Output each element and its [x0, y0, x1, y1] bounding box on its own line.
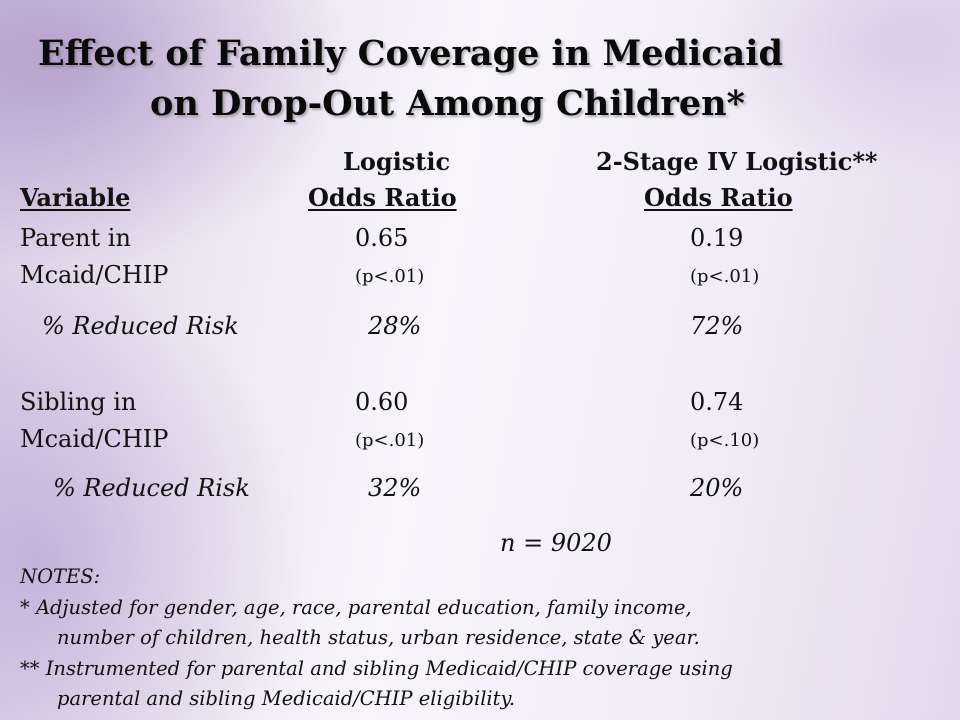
row-parent-logistic-p: (p<.01): [355, 266, 425, 287]
row-sibling-risk-label: % Reduced Risk: [53, 474, 250, 502]
notes-heading: NOTES:: [20, 565, 101, 588]
row-parent-iv-risk: 72%: [690, 312, 744, 340]
row-sibling-iv-p: (p<.10): [690, 430, 760, 451]
row-parent-risk-label: % Reduced Risk: [42, 312, 239, 340]
row-sibling-iv-risk: 20%: [690, 474, 744, 502]
row-parent-logistic-risk: 28%: [368, 312, 422, 340]
row-sibling-logistic-or: 0.60: [355, 388, 409, 416]
header-iv-logistic: 2-Stage IV Logistic**: [596, 147, 878, 176]
slide-title-line-2: on Drop-Out Among Children*: [150, 83, 745, 124]
header-logistic: Logistic: [343, 147, 451, 176]
sample-size: n = 9020: [500, 529, 612, 557]
row-parent-label-line-1: Parent in: [20, 224, 131, 252]
row-sibling-iv-or: 0.74: [690, 388, 744, 416]
note-1-line-2: number of children, health status, urban…: [57, 626, 700, 649]
header-iv-odds-ratio: Odds Ratio: [644, 183, 793, 212]
header-logistic-odds-ratio: Odds Ratio: [308, 183, 457, 212]
note-2-line-2: parental and sibling Medicaid/CHIP eligi…: [57, 687, 516, 710]
row-sibling-logistic-risk: 32%: [368, 474, 422, 502]
row-sibling-label-line-2: Mcaid/CHIP: [20, 425, 169, 453]
header-variable: Variable: [20, 183, 131, 212]
row-parent-iv-or: 0.19: [690, 224, 744, 252]
row-parent-label-line-2: Mcaid/CHIP: [20, 261, 169, 289]
slide-title-line-1: Effect of Family Coverage in Medicaid: [38, 33, 783, 74]
note-2-line-1: ** Instrumented for parental and sibling…: [20, 657, 733, 680]
note-1-line-1: * Adjusted for gender, age, race, parent…: [20, 596, 692, 619]
row-sibling-label-line-1: Sibling in: [20, 388, 137, 416]
row-sibling-logistic-p: (p<.01): [355, 430, 425, 451]
row-parent-logistic-or: 0.65: [355, 224, 409, 252]
row-parent-iv-p: (p<.01): [690, 266, 760, 287]
